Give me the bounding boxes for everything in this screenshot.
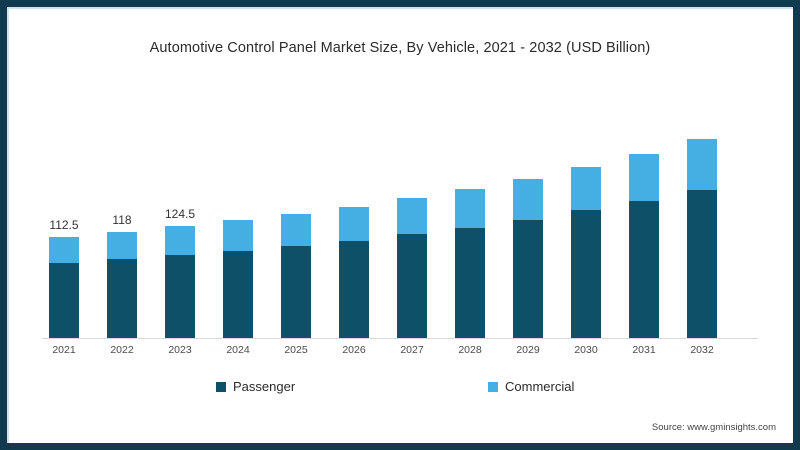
bar-segment-commercial [49,237,79,263]
bar-segment-commercial [281,214,311,246]
x-tick-2021: 2021 [52,344,76,356]
bar-2031 [629,154,659,338]
bar-segment-commercial [339,207,369,241]
bar-segment-passenger [629,201,659,338]
bar-segment-passenger [223,251,253,338]
border-bottom [0,443,800,450]
legend-item-commercial[interactable]: Commercial [488,379,574,394]
bar-segment-commercial [629,154,659,201]
bar-segment-commercial [107,232,137,259]
border-inner-top [7,7,793,9]
bar-segment-passenger [339,241,369,338]
bar-segment-passenger [107,259,137,338]
bar-segment-passenger [455,228,485,338]
bar-segment-commercial [397,198,427,234]
legend-label: Commercial [505,379,575,394]
x-tick-2025: 2025 [284,344,308,356]
data-label-2021: 112.5 [49,218,79,232]
bar-2030 [571,167,601,338]
bar-segment-commercial [165,226,195,255]
legend-item-passenger[interactable]: Passenger [216,379,295,394]
bar-segment-passenger [281,246,311,338]
border-inner-left [7,7,9,443]
bar-segment-passenger [571,210,601,338]
bar-segment-passenger [49,263,79,338]
data-label-2022: 118 [112,213,132,227]
bar-2027 [397,198,427,338]
bar-segment-commercial [513,179,543,220]
square-swatch-icon [488,381,498,392]
bar-2021 [49,237,79,338]
x-tick-2030: 2030 [574,344,598,356]
bar-2022 [107,232,137,338]
x-tick-2026: 2026 [342,344,366,356]
bar-2026 [339,207,369,338]
bar-segment-passenger [397,234,427,338]
x-tick-2028: 2028 [458,344,482,356]
square-swatch-icon [216,381,226,392]
border-top [0,0,800,7]
legend-label: Passenger [233,379,296,394]
bar-2023 [165,226,195,338]
bar-2025 [281,214,311,338]
x-tick-2023: 2023 [168,344,192,356]
chart-legend: Passenger Commercial [0,379,800,399]
bar-segment-passenger [687,190,717,338]
bar-segment-passenger [165,255,195,338]
x-tick-2024: 2024 [226,344,250,356]
bar-2032 [687,139,717,338]
bar-segment-passenger [513,220,543,338]
x-tick-2029: 2029 [516,344,540,356]
bar-segment-commercial [571,167,601,210]
x-tick-2022: 2022 [110,344,134,356]
x-tick-2031: 2031 [632,344,656,356]
bar-segment-commercial [223,220,253,251]
bar-segment-commercial [687,139,717,190]
chart-title: Automotive Control Panel Market Size, By… [149,40,651,56]
x-axis-line [42,338,758,339]
x-tick-2032: 2032 [690,344,714,356]
border-left [0,0,7,450]
source-attribution: Source: www.gminsights.com [651,422,776,433]
x-tick-2027: 2027 [400,344,424,356]
bar-segment-commercial [455,189,485,228]
bar-2024 [223,220,253,338]
bar-2029 [513,179,543,338]
border-right [793,0,800,450]
bar-2028 [455,189,485,338]
data-label-2023: 124.5 [164,207,196,221]
